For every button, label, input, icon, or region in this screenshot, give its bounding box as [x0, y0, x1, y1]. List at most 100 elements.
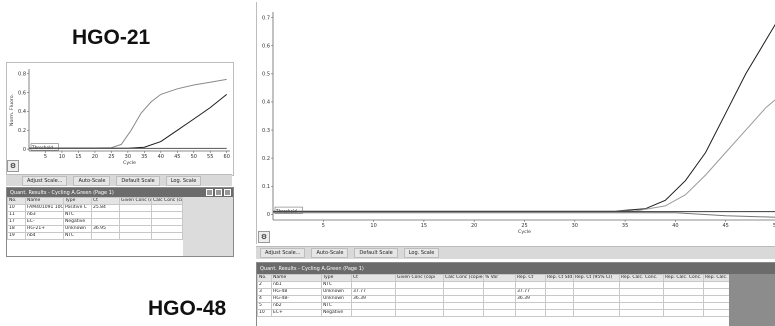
- right-adjust-scale-button[interactable]: Adjust Scale...: [260, 248, 306, 258]
- table-row[interactable]: 10 EC+ Negative: [257, 309, 730, 317]
- left-col-header[interactable]: Type: [63, 197, 92, 205]
- left-maximize-icon[interactable]: [215, 189, 222, 196]
- left-close-icon[interactable]: [224, 189, 231, 196]
- table-cell[interactable]: 4: [257, 295, 272, 303]
- table-cell[interactable]: Unknown: [321, 295, 352, 303]
- table-cell[interactable]: [119, 204, 152, 212]
- table-cell[interactable]: [663, 309, 704, 317]
- table-row[interactable]: 18 HG-21+ Unknown 36.95: [7, 225, 183, 233]
- table-cell[interactable]: [483, 309, 516, 317]
- table-cell[interactable]: NTC: [321, 302, 352, 310]
- right-col-header[interactable]: Type: [321, 274, 352, 282]
- table-cell[interactable]: [351, 309, 396, 317]
- left-col-header[interactable]: Name: [25, 197, 64, 205]
- table-cell[interactable]: [351, 281, 396, 289]
- table-cell[interactable]: Unknown: [321, 288, 352, 296]
- table-cell[interactable]: [91, 218, 120, 226]
- table-row[interactable]: 10 FAM401091 10C Positive C 25.84: [7, 204, 183, 212]
- table-cell[interactable]: Unknown: [63, 225, 92, 233]
- table-cell[interactable]: [573, 295, 620, 303]
- table-cell[interactable]: [483, 288, 516, 296]
- right-col-header[interactable]: Rep. Ct: [515, 274, 546, 282]
- table-cell[interactable]: [545, 281, 574, 289]
- table-cell[interactable]: [151, 218, 183, 226]
- table-cell[interactable]: [703, 288, 730, 296]
- table-cell[interactable]: [119, 232, 152, 240]
- table-cell[interactable]: 11: [7, 211, 26, 219]
- table-cell[interactable]: [663, 281, 704, 289]
- table-cell[interactable]: [619, 288, 664, 296]
- right-default-scale-button[interactable]: Default Scale: [354, 248, 398, 258]
- table-cell[interactable]: nb4: [25, 232, 64, 240]
- table-cell[interactable]: [151, 225, 183, 233]
- table-cell[interactable]: nb1: [271, 281, 322, 289]
- table-cell[interactable]: [663, 295, 704, 303]
- left-auto-scale-button[interactable]: Auto-Scale: [73, 175, 111, 186]
- table-cell[interactable]: 36.39: [515, 295, 546, 303]
- table-cell[interactable]: [619, 281, 664, 289]
- table-cell[interactable]: [91, 211, 120, 219]
- table-cell[interactable]: [395, 295, 444, 303]
- table-cell[interactable]: [545, 309, 574, 317]
- table-cell[interactable]: [395, 302, 444, 310]
- right-col-header[interactable]: Given Conc (copi: [395, 274, 444, 282]
- table-cell[interactable]: 36.95: [91, 225, 120, 233]
- table-cell[interactable]: [515, 302, 546, 310]
- table-cell[interactable]: 5: [257, 302, 272, 310]
- left-wrench-icon[interactable]: ⚙: [7, 160, 19, 172]
- table-cell[interactable]: [573, 302, 620, 310]
- table-cell[interactable]: 19: [7, 232, 26, 240]
- table-cell[interactable]: [703, 295, 730, 303]
- table-cell[interactable]: [573, 288, 620, 296]
- table-cell[interactable]: 17: [7, 218, 26, 226]
- table-cell[interactable]: [619, 302, 664, 310]
- table-row[interactable]: 3 HG-48 Unknown 37.77 37.77: [257, 288, 730, 296]
- table-row[interactable]: 17 EC- Negative: [7, 218, 183, 226]
- table-cell[interactable]: [703, 281, 730, 289]
- right-col-header[interactable]: Rep. Calc. Conc.: [619, 274, 664, 282]
- table-cell[interactable]: [573, 281, 620, 289]
- right-col-header[interactable]: Rep. Calc. Conc.: [663, 274, 704, 282]
- table-cell[interactable]: 25.84: [91, 204, 120, 212]
- table-cell[interactable]: [483, 295, 516, 303]
- table-cell[interactable]: [545, 302, 574, 310]
- table-cell[interactable]: 37.77: [351, 288, 396, 296]
- table-cell[interactable]: nb3: [25, 211, 64, 219]
- table-cell[interactable]: [703, 309, 730, 317]
- right-log-scale-button[interactable]: Log. Scale: [403, 248, 440, 258]
- table-cell[interactable]: FAM401091 10C: [25, 204, 64, 212]
- table-cell[interactable]: 3: [257, 288, 272, 296]
- right-col-header[interactable]: Name: [271, 274, 322, 282]
- right-col-header[interactable]: Calc Conc (copie: [443, 274, 484, 282]
- table-cell[interactable]: [515, 309, 546, 317]
- table-cell[interactable]: [619, 309, 664, 317]
- table-cell[interactable]: [443, 281, 484, 289]
- table-cell[interactable]: [443, 295, 484, 303]
- table-cell[interactable]: 2: [257, 281, 272, 289]
- table-cell[interactable]: EC-: [25, 218, 64, 226]
- table-row[interactable]: 4 HG-48- Unknown 36.39 36.39: [257, 295, 730, 303]
- table-row[interactable]: 19 nb4 NTC: [7, 232, 183, 240]
- left-col-header[interactable]: Ct: [91, 197, 120, 205]
- table-cell[interactable]: Negative: [63, 218, 92, 226]
- table-cell[interactable]: [151, 232, 183, 240]
- table-cell[interactable]: [619, 295, 664, 303]
- table-cell[interactable]: [663, 302, 704, 310]
- table-cell[interactable]: [151, 204, 183, 212]
- left-minimize-icon[interactable]: [206, 189, 213, 196]
- right-wrench-icon[interactable]: ⚙: [258, 231, 270, 243]
- right-col-header[interactable]: % Var: [483, 274, 516, 282]
- table-cell[interactable]: NTC: [63, 232, 92, 240]
- table-cell[interactable]: [151, 211, 183, 219]
- table-cell[interactable]: [443, 309, 484, 317]
- table-cell[interactable]: [91, 232, 120, 240]
- table-cell[interactable]: [119, 218, 152, 226]
- table-cell[interactable]: [545, 288, 574, 296]
- table-cell[interactable]: 37.77: [515, 288, 546, 296]
- left-default-scale-button[interactable]: Default Scale: [116, 175, 160, 186]
- table-cell[interactable]: HG-21+: [25, 225, 64, 233]
- table-cell[interactable]: nb2: [271, 302, 322, 310]
- table-cell[interactable]: HG-48: [271, 288, 322, 296]
- table-cell[interactable]: 18: [7, 225, 26, 233]
- table-cell[interactable]: Negative: [321, 309, 352, 317]
